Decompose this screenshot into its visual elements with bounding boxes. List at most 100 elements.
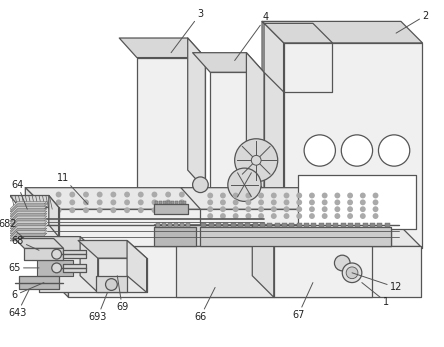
Polygon shape: [181, 188, 391, 209]
Polygon shape: [96, 276, 127, 293]
Circle shape: [151, 192, 157, 197]
Circle shape: [309, 213, 315, 219]
Circle shape: [111, 207, 116, 213]
Polygon shape: [210, 72, 264, 190]
Circle shape: [52, 249, 62, 259]
Circle shape: [207, 206, 213, 212]
Circle shape: [228, 168, 261, 201]
Circle shape: [360, 206, 366, 212]
Circle shape: [207, 193, 213, 198]
Polygon shape: [155, 227, 195, 246]
Circle shape: [342, 263, 362, 282]
Polygon shape: [10, 231, 47, 238]
Polygon shape: [49, 195, 59, 237]
Circle shape: [309, 193, 315, 198]
Polygon shape: [264, 23, 333, 43]
Circle shape: [97, 207, 103, 213]
Polygon shape: [156, 223, 160, 227]
Polygon shape: [10, 228, 47, 236]
Circle shape: [233, 206, 238, 212]
Polygon shape: [10, 216, 47, 224]
Polygon shape: [202, 223, 206, 227]
Polygon shape: [68, 246, 420, 297]
Circle shape: [220, 213, 226, 219]
Polygon shape: [246, 53, 264, 190]
Polygon shape: [348, 223, 353, 227]
Circle shape: [347, 206, 353, 212]
Text: 12: 12: [352, 273, 402, 293]
Polygon shape: [119, 38, 205, 58]
Circle shape: [111, 192, 116, 197]
Circle shape: [284, 200, 289, 205]
Polygon shape: [200, 227, 391, 246]
Circle shape: [334, 200, 340, 205]
Circle shape: [246, 200, 251, 205]
Circle shape: [360, 193, 366, 198]
Circle shape: [235, 139, 278, 182]
Circle shape: [124, 207, 130, 213]
Circle shape: [322, 206, 328, 212]
Circle shape: [258, 193, 264, 198]
Polygon shape: [10, 233, 47, 241]
Polygon shape: [80, 237, 98, 293]
Circle shape: [179, 192, 185, 197]
Text: 67: 67: [292, 282, 313, 320]
Circle shape: [193, 177, 208, 193]
Circle shape: [179, 200, 185, 205]
Polygon shape: [252, 225, 274, 297]
Polygon shape: [363, 223, 368, 227]
Polygon shape: [25, 188, 47, 246]
Circle shape: [233, 213, 238, 219]
Circle shape: [207, 213, 213, 219]
Circle shape: [373, 213, 378, 219]
Polygon shape: [304, 223, 309, 227]
Circle shape: [111, 200, 116, 205]
Polygon shape: [137, 58, 205, 190]
Circle shape: [56, 207, 62, 213]
Circle shape: [346, 267, 358, 279]
Polygon shape: [284, 43, 333, 92]
Polygon shape: [37, 260, 73, 276]
Polygon shape: [25, 188, 205, 209]
Polygon shape: [171, 201, 174, 204]
Circle shape: [347, 200, 353, 205]
Text: 1: 1: [362, 282, 389, 307]
Polygon shape: [275, 223, 280, 227]
Circle shape: [296, 200, 302, 205]
Circle shape: [220, 206, 226, 212]
Polygon shape: [155, 201, 159, 204]
Circle shape: [138, 200, 144, 205]
Circle shape: [284, 213, 289, 219]
Circle shape: [334, 213, 340, 219]
Polygon shape: [209, 223, 214, 227]
Circle shape: [151, 207, 157, 213]
Polygon shape: [162, 223, 166, 227]
Text: 3: 3: [171, 9, 203, 53]
Polygon shape: [10, 221, 47, 229]
Circle shape: [271, 193, 277, 198]
Circle shape: [296, 193, 302, 198]
Text: 65: 65: [8, 263, 39, 273]
Circle shape: [322, 193, 328, 198]
Circle shape: [322, 200, 328, 205]
Polygon shape: [264, 23, 284, 92]
Polygon shape: [159, 201, 162, 204]
Circle shape: [69, 192, 75, 197]
Circle shape: [296, 213, 302, 219]
Circle shape: [258, 213, 264, 219]
Circle shape: [347, 193, 353, 198]
Circle shape: [220, 200, 226, 205]
Polygon shape: [267, 223, 272, 227]
Circle shape: [83, 192, 89, 197]
Circle shape: [251, 155, 261, 165]
Circle shape: [246, 213, 251, 219]
Circle shape: [373, 193, 378, 198]
Circle shape: [360, 213, 366, 219]
Text: 4: 4: [235, 12, 269, 60]
Circle shape: [373, 200, 378, 205]
Polygon shape: [10, 201, 47, 209]
Circle shape: [56, 200, 62, 205]
Polygon shape: [216, 223, 221, 227]
Polygon shape: [168, 223, 172, 227]
Text: 643: 643: [8, 289, 29, 318]
